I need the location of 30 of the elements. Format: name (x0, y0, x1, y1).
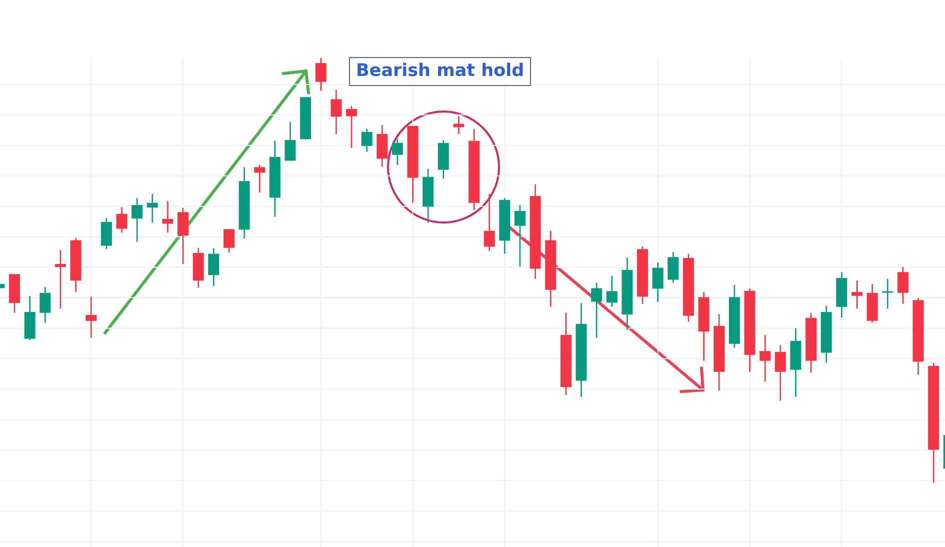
candlestick (254, 164, 266, 194)
candlestick (882, 278, 894, 310)
candlestick (668, 251, 679, 284)
candlestick (146, 193, 158, 224)
candlestick (54, 249, 66, 310)
candlestick (484, 193, 495, 252)
candlestick (208, 248, 220, 287)
candlestick (361, 128, 372, 153)
candlestick (392, 138, 403, 166)
candlestick (315, 58, 326, 92)
candlestick (514, 204, 526, 268)
candlestick (774, 344, 786, 402)
candlestick (116, 206, 128, 234)
candlestick (897, 266, 908, 305)
candlestick (591, 282, 602, 339)
candlestick (132, 198, 143, 243)
candlestick (760, 334, 771, 382)
candlestick (652, 262, 664, 302)
candlestick (86, 296, 97, 339)
candlestick (162, 200, 174, 234)
candlestick (346, 105, 357, 149)
candlestick (223, 228, 234, 254)
candlestick (178, 207, 189, 265)
annotation: Bearish mat hold (349, 57, 532, 86)
candlestick (330, 89, 342, 135)
candlestick (851, 280, 862, 310)
candlestick (40, 286, 51, 324)
candlestick (100, 217, 112, 250)
candlestick (284, 121, 296, 162)
candlestick (606, 275, 618, 308)
